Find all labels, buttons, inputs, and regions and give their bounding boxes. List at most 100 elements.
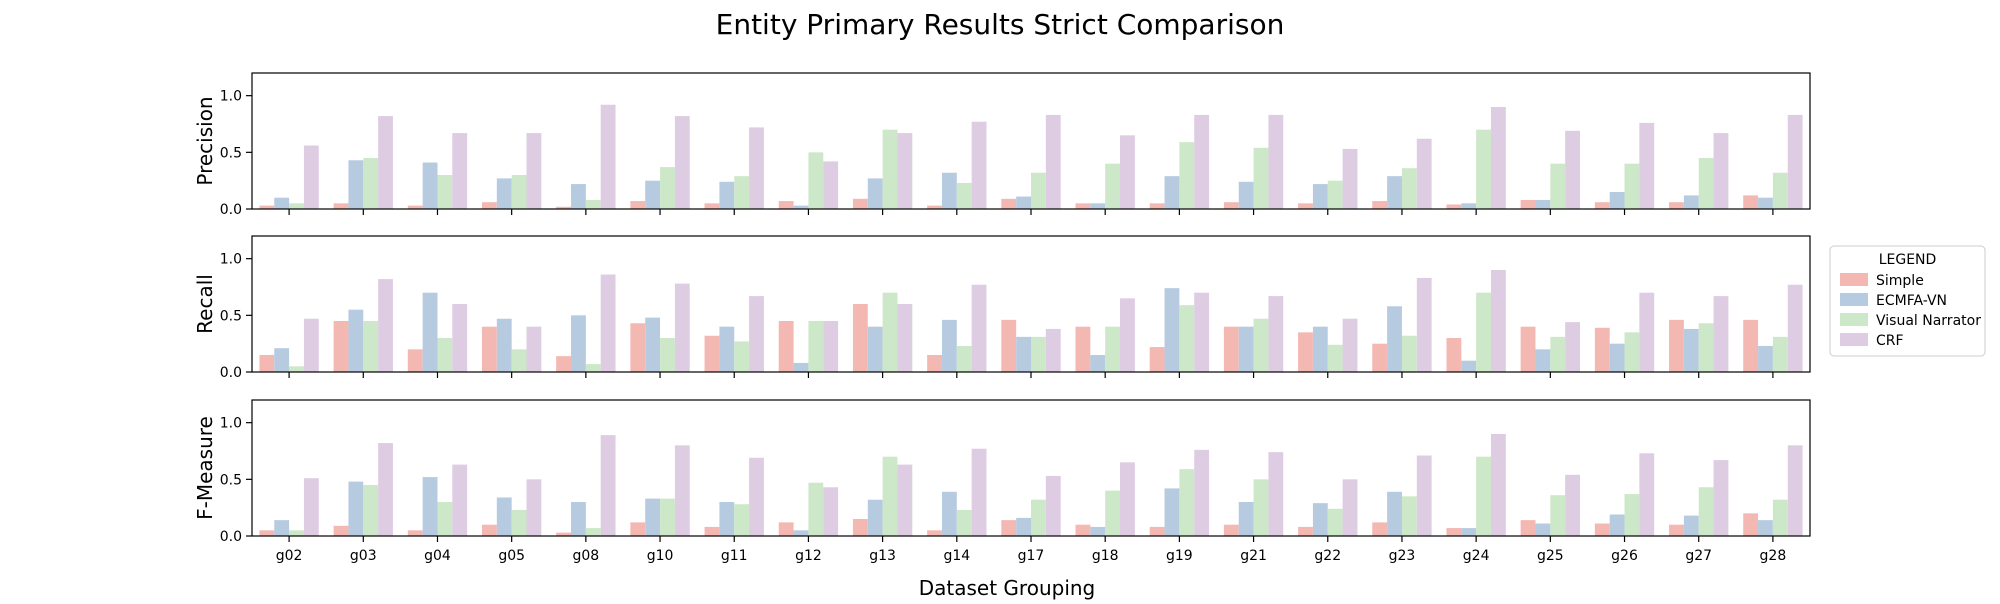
bar-g28-simple — [1743, 319, 1759, 372]
series-simple — [259, 304, 1759, 372]
x-tick-label-g12: g12 — [795, 548, 822, 564]
bar-g11-simple — [704, 526, 720, 536]
bar-g21-ecmfa-vn — [1238, 181, 1254, 209]
bar-g18-simple — [1075, 326, 1091, 372]
bar-g08-ecmfa-vn — [571, 184, 586, 209]
bar-g04-simple — [407, 530, 423, 536]
legend-label-simple: Simple — [1876, 273, 1924, 289]
bar-g05-ecmfa-vn — [496, 178, 512, 209]
bar-g04-crf — [452, 304, 468, 372]
legend-title: LEGEND — [1879, 252, 1937, 268]
bar-g21-visual-narrator — [1253, 318, 1269, 372]
x-tick-label-g23: g23 — [1389, 548, 1416, 564]
bar-g10-crf — [674, 116, 690, 209]
bar-g25-simple — [1520, 199, 1536, 209]
bar-g28-visual-narrator — [1772, 336, 1788, 372]
bar-g14-visual-narrator — [956, 345, 972, 372]
bar-g12-visual-narrator — [808, 321, 824, 372]
y-tick-label: 0.5 — [220, 145, 242, 161]
y-tick-label: 0.5 — [220, 308, 242, 324]
bar-g27-crf — [1713, 133, 1729, 209]
bar-g23-visual-narrator — [1401, 335, 1417, 372]
bar-g24-ecmfa-vn — [1461, 203, 1477, 209]
bar-g19-visual-narrator — [1179, 142, 1195, 209]
bar-g04-simple — [407, 205, 423, 209]
bar-g23-crf — [1416, 138, 1432, 209]
bar-g19-ecmfa-vn — [1164, 176, 1180, 209]
bar-g22-simple — [1298, 203, 1313, 209]
bar-g28-ecmfa-vn — [1758, 345, 1773, 372]
bar-g03-simple — [333, 525, 349, 536]
bar-g11-simple — [704, 203, 720, 209]
bar-g12-simple — [778, 522, 794, 536]
bar-g12-crf — [823, 161, 839, 209]
bar-g02-simple — [259, 355, 275, 372]
bar-g18-ecmfa-vn — [1090, 355, 1106, 372]
bar-g11-ecmfa-vn — [719, 181, 735, 209]
bar-g14-visual-narrator — [956, 509, 972, 536]
bar-g11-visual-narrator — [734, 176, 750, 209]
bar-g23-crf — [1416, 277, 1432, 372]
series-crf — [303, 434, 1803, 536]
bar-g25-crf — [1565, 474, 1581, 536]
bar-g13-ecmfa-vn — [867, 326, 883, 372]
legend-swatch-visual-narrator — [1840, 313, 1868, 326]
bar-g27-crf — [1713, 296, 1729, 372]
bar-g27-visual-narrator — [1698, 323, 1714, 372]
bar-g25-visual-narrator — [1550, 336, 1566, 372]
bar-g25-crf — [1565, 322, 1581, 372]
bar-g17-visual-narrator — [1031, 336, 1046, 372]
bar-g14-visual-narrator — [956, 182, 972, 209]
bar-g22-simple — [1298, 332, 1313, 372]
bar-g05-crf — [526, 326, 542, 372]
bar-g18-visual-narrator — [1105, 326, 1121, 372]
x-tick-label-g24: g24 — [1463, 548, 1490, 564]
bar-g14-ecmfa-vn — [941, 319, 957, 372]
series-visual-narrator — [289, 129, 1788, 209]
series-simple — [259, 513, 1759, 536]
bar-g12-simple — [778, 201, 794, 209]
y-tick-label: 1.0 — [220, 89, 242, 105]
bar-g17-crf — [1045, 328, 1061, 372]
bar-g13-simple — [852, 304, 868, 372]
legend-swatch-simple — [1840, 273, 1868, 286]
bar-g02-simple — [259, 205, 275, 209]
bar-g14-simple — [927, 205, 942, 209]
bar-g25-simple — [1520, 520, 1536, 536]
bar-g23-visual-narrator — [1401, 168, 1417, 209]
x-tick-label-g14: g14 — [943, 548, 970, 564]
bar-g19-simple — [1149, 347, 1165, 372]
y-axis-label-recall: Recall — [193, 274, 217, 334]
bar-g04-crf — [452, 464, 468, 536]
bar-g14-crf — [971, 284, 987, 372]
bar-g04-ecmfa-vn — [422, 162, 438, 209]
bar-g26-ecmfa-vn — [1609, 192, 1625, 209]
bar-g28-simple — [1743, 195, 1759, 209]
bar-g02-visual-narrator — [289, 366, 304, 372]
bar-g22-crf — [1342, 318, 1358, 372]
bar-g27-ecmfa-vn — [1683, 328, 1699, 372]
bar-g25-crf — [1565, 130, 1581, 209]
bar-g11-crf — [749, 457, 764, 536]
bar-g03-crf — [378, 279, 393, 372]
bar-g27-ecmfa-vn — [1683, 195, 1699, 209]
bar-g17-simple — [1001, 520, 1017, 536]
bar-g23-simple — [1372, 201, 1388, 209]
bar-g27-crf — [1713, 460, 1729, 536]
bar-g25-visual-narrator — [1550, 163, 1566, 209]
bar-g21-visual-narrator — [1253, 147, 1269, 209]
bar-g05-ecmfa-vn — [496, 318, 512, 372]
bar-g22-crf — [1342, 479, 1358, 536]
bar-g21-crf — [1268, 296, 1284, 372]
bar-g24-simple — [1446, 528, 1462, 536]
bar-g12-ecmfa-vn — [793, 362, 809, 372]
bar-g10-crf — [674, 445, 690, 536]
bar-g12-ecmfa-vn — [793, 530, 809, 536]
y-tick-label: 0.0 — [220, 365, 242, 381]
bar-g19-crf — [1194, 449, 1210, 536]
bar-g11-ecmfa-vn — [719, 502, 735, 536]
y-tick-label: 0.0 — [220, 202, 242, 218]
bar-g27-visual-narrator — [1698, 487, 1714, 536]
